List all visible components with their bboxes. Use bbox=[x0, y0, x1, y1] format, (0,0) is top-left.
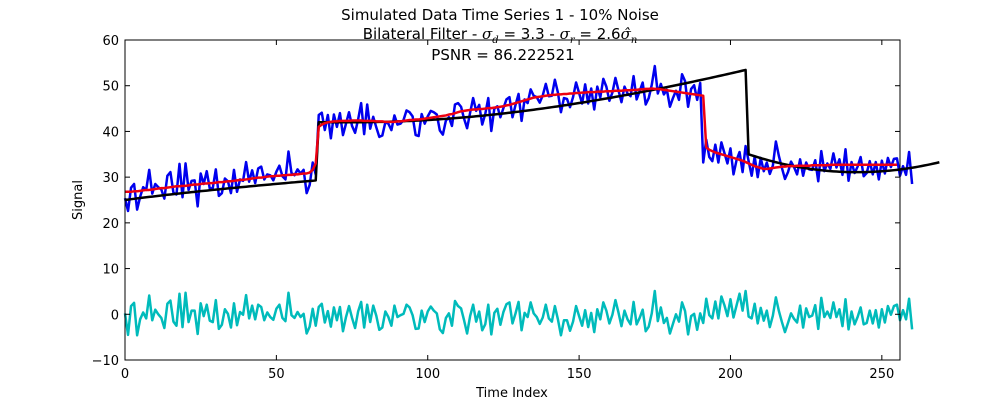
y-tick-label: 10 bbox=[102, 263, 119, 278]
x-tick-label: 250 bbox=[869, 367, 894, 382]
series-layer bbox=[123, 64, 940, 337]
chart-title: Simulated Data Time Series 1 - 10% Noise bbox=[341, 6, 659, 24]
psnr-annotation: PSNR = 86.222521 bbox=[431, 46, 574, 64]
subtitle-prefix: Bilateral Filter - bbox=[363, 25, 482, 43]
plot-frame bbox=[124, 39, 901, 361]
chart-subtitle: Bilateral Filter - σd = 3.3 - σr = 2.6σ̂… bbox=[363, 25, 638, 46]
y-axis-label: Signal bbox=[71, 180, 86, 220]
series-line-filtered bbox=[125, 87, 897, 194]
y-tick-label: 20 bbox=[102, 217, 119, 232]
sigma-n-symbol: σ̂ bbox=[621, 25, 632, 43]
series-line-residual bbox=[123, 289, 914, 337]
y-tick-label: 60 bbox=[102, 34, 119, 49]
x-tick-label: 200 bbox=[718, 367, 743, 382]
x-axis-label: Time Index bbox=[475, 386, 548, 400]
x-tick-label: 50 bbox=[268, 367, 285, 382]
y-tick-label: 0 bbox=[111, 308, 119, 323]
y-tick-label: 30 bbox=[102, 171, 119, 186]
y-tick-label: 50 bbox=[102, 80, 119, 95]
sigma-r-symbol: σ bbox=[560, 25, 571, 43]
x-tick-label: 0 bbox=[121, 367, 129, 382]
x-tick-label: 100 bbox=[415, 367, 440, 382]
y-tick-label: 40 bbox=[102, 125, 119, 140]
sigma-d-symbol: σ bbox=[482, 25, 493, 43]
sigma-d-value: = 3.3 - bbox=[499, 25, 560, 43]
sigma-r-value: = 2.6 bbox=[575, 25, 621, 43]
x-tick-label: 150 bbox=[567, 367, 592, 382]
series-line-true bbox=[124, 68, 940, 202]
y-tick-label: −10 bbox=[92, 354, 119, 369]
